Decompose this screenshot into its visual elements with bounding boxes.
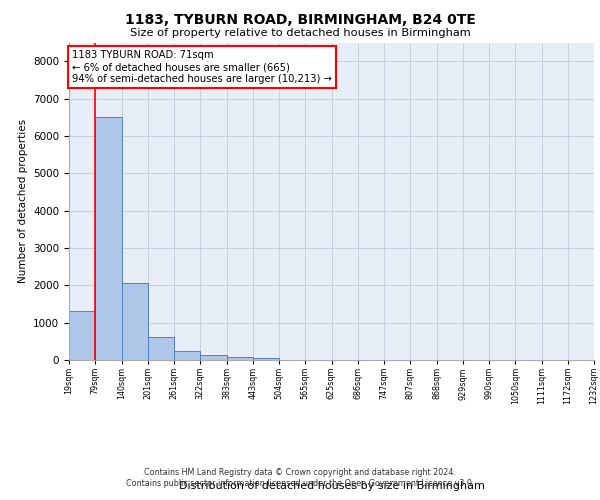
Text: Contains HM Land Registry data © Crown copyright and database right 2024.
Contai: Contains HM Land Registry data © Crown c… bbox=[126, 468, 474, 487]
Bar bbox=[148, 337, 174, 360]
Bar bbox=[200, 355, 227, 360]
Text: Size of property relative to detached houses in Birmingham: Size of property relative to detached ho… bbox=[130, 28, 470, 38]
Bar bbox=[69, 312, 95, 360]
Bar bbox=[95, 117, 121, 360]
Text: 1183, TYBURN ROAD, BIRMINGHAM, B24 0TE: 1183, TYBURN ROAD, BIRMINGHAM, B24 0TE bbox=[125, 12, 475, 26]
Bar bbox=[253, 358, 279, 360]
Bar bbox=[121, 284, 148, 360]
Bar bbox=[227, 356, 253, 360]
Text: 1183 TYBURN ROAD: 71sqm
← 6% of detached houses are smaller (665)
94% of semi-de: 1183 TYBURN ROAD: 71sqm ← 6% of detached… bbox=[71, 50, 331, 84]
X-axis label: Distribution of detached houses by size in Birmingham: Distribution of detached houses by size … bbox=[179, 481, 484, 491]
Y-axis label: Number of detached properties: Number of detached properties bbox=[17, 119, 28, 284]
Bar bbox=[174, 351, 200, 360]
